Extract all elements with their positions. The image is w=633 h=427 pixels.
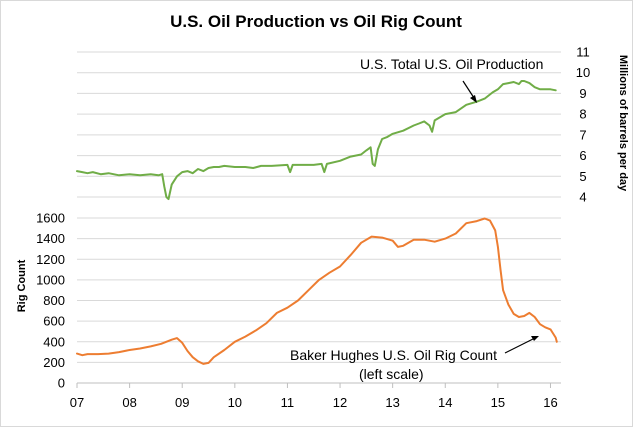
right-tick-label-9: 9 bbox=[579, 86, 586, 101]
x-tick-label-10: 10 bbox=[228, 395, 242, 410]
right-tick-label-10: 10 bbox=[576, 65, 590, 80]
left-tick-label-600: 600 bbox=[43, 314, 65, 329]
x-tick-label-11: 11 bbox=[281, 395, 295, 410]
rig-annotation-line2: (left scale) bbox=[359, 366, 424, 382]
right-tick-label-4: 4 bbox=[579, 190, 586, 205]
rig-count-line bbox=[76, 217, 558, 365]
left-tick-label-1000: 1000 bbox=[36, 272, 65, 287]
x-tick-label-08: 08 bbox=[122, 395, 136, 410]
x-tick-label-09: 09 bbox=[175, 395, 189, 410]
left-tick-label-400: 400 bbox=[43, 334, 65, 349]
right-tick-label-11: 11 bbox=[576, 45, 590, 60]
left-tick-label-1600: 1600 bbox=[36, 211, 65, 226]
x-tick-label-13: 13 bbox=[385, 395, 399, 410]
x-tick-label-07: 07 bbox=[70, 395, 84, 410]
left-tick-label-200: 200 bbox=[43, 355, 65, 370]
rig-annotation-arrowhead bbox=[531, 336, 539, 341]
left-axis: 0 200 400 600 800 1000 1200 1400 1600 bbox=[36, 211, 65, 391]
left-tick-label-800: 800 bbox=[43, 293, 65, 308]
x-tick-label-16: 16 bbox=[543, 395, 557, 410]
right-tick-label-5: 5 bbox=[579, 169, 586, 184]
right-axis: 4 5 6 7 8 9 10 11 bbox=[576, 45, 590, 205]
x-axis: 07 08 09 10 11 12 13 14 15 16 bbox=[70, 382, 561, 410]
production-annotation: U.S. Total U.S. Oil Production bbox=[360, 56, 543, 72]
left-tick-label-1400: 1400 bbox=[36, 231, 65, 246]
x-tick-label-14: 14 bbox=[438, 395, 452, 410]
right-tick-label-8: 8 bbox=[579, 107, 586, 122]
series-group bbox=[76, 80, 558, 365]
right-axis-label: Millions of barrels per day bbox=[617, 55, 629, 192]
x-tick-label-12: 12 bbox=[333, 395, 347, 410]
x-tick-label-15: 15 bbox=[491, 395, 505, 410]
chart-title: U.S. Oil Production vs Oil Rig Count bbox=[170, 12, 462, 31]
left-tick-label-0: 0 bbox=[58, 376, 65, 391]
oil-production-line bbox=[76, 80, 557, 201]
right-tick-label-6: 6 bbox=[579, 148, 586, 163]
left-axis-label: Rig Count bbox=[16, 259, 28, 312]
rig-annotation-line1: Baker Hughes U.S. Oil Rig Count bbox=[290, 347, 497, 363]
gridlines bbox=[77, 51, 561, 384]
right-tick-label-7: 7 bbox=[579, 127, 586, 142]
production-annotation-arrowhead bbox=[470, 95, 477, 103]
rig-annotation-arrow-line bbox=[504, 336, 538, 354]
left-tick-label-1200: 1200 bbox=[36, 252, 65, 267]
